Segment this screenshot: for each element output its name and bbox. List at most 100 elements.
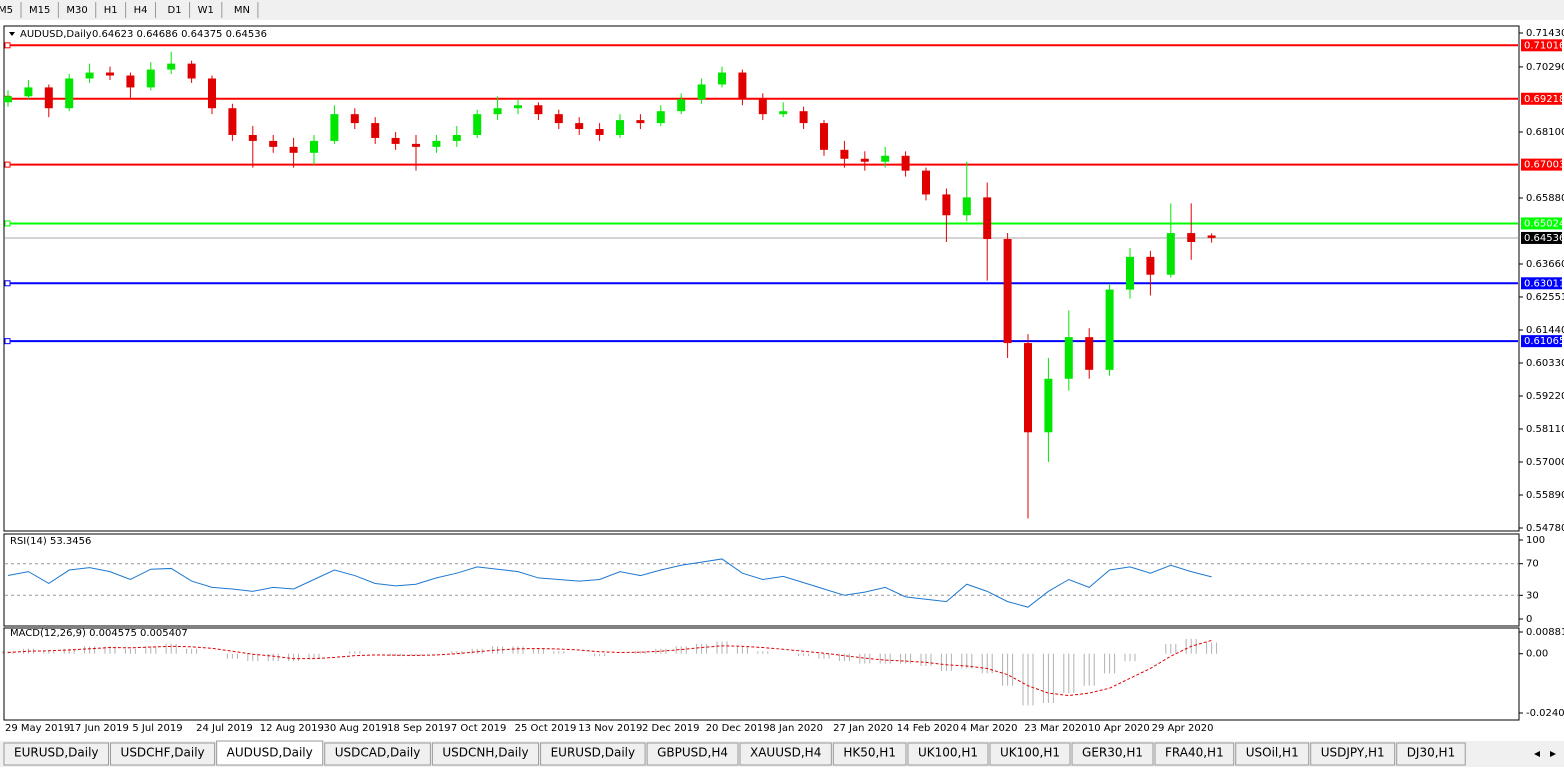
candle-body xyxy=(85,72,94,79)
signal-line xyxy=(7,639,1212,697)
last-price-box xyxy=(1521,231,1562,244)
tab-label[interactable]: USOil,H1 xyxy=(1246,746,1299,760)
candle-body xyxy=(962,197,971,216)
candle-body xyxy=(881,155,890,162)
tab[interactable] xyxy=(1310,742,1396,766)
macd-panel xyxy=(3,627,1520,721)
y-tick-label: 0.68100 xyxy=(1526,127,1564,138)
candle-body xyxy=(1146,256,1155,275)
candle-body xyxy=(44,87,53,109)
timeframe-button[interactable]: W1 xyxy=(198,5,214,16)
candle-body xyxy=(65,78,74,109)
y-tick-label: -0.024082 xyxy=(1526,708,1564,719)
candle-body xyxy=(1003,239,1012,344)
candle-body xyxy=(901,155,910,171)
y-tick-label: 100 xyxy=(1526,535,1545,546)
timeframe-button[interactable]: H1 xyxy=(104,5,118,16)
indicator-title: RSI(14) 53.3456 xyxy=(10,536,91,547)
candle-body xyxy=(718,72,726,85)
y-tick-label: 0.71430 xyxy=(1526,28,1564,39)
candle-body xyxy=(289,146,298,153)
tab[interactable] xyxy=(324,742,431,766)
tab-label[interactable]: USDCNH,Daily xyxy=(442,746,528,760)
candle-body xyxy=(820,123,828,150)
scroll-left[interactable] xyxy=(1534,751,1540,757)
timeframe-button[interactable]: M15 xyxy=(29,5,50,16)
candle-body xyxy=(473,114,482,135)
tab-label[interactable]: XAUUSD,H4 xyxy=(750,746,821,760)
tab[interactable] xyxy=(1396,742,1466,766)
y-tick-label: 0.62551 xyxy=(1526,292,1564,303)
tab-label[interactable]: USDJPY,H1 xyxy=(1321,746,1385,760)
y-tick-label: 0.58110 xyxy=(1526,424,1564,435)
tab-label[interactable]: HK50,H1 xyxy=(843,746,896,760)
tab[interactable] xyxy=(646,742,739,766)
tab[interactable] xyxy=(1154,742,1235,766)
x-tick-label: 5 Jul 2019 xyxy=(132,723,182,734)
level-label: 0.67003 xyxy=(1524,160,1564,171)
candle-body xyxy=(758,99,767,115)
price-panel xyxy=(3,25,1520,532)
y-tick-label: 0.61440 xyxy=(1526,325,1564,336)
tab[interactable] xyxy=(216,740,324,766)
tab-label[interactable]: AUDUSD,Daily xyxy=(227,746,313,760)
level-label-box xyxy=(1521,277,1562,290)
candle-body xyxy=(860,158,869,162)
tab[interactable] xyxy=(1235,742,1310,766)
ohlc-values: 0.64623 0.64686 0.64375 0.64536 xyxy=(92,29,267,40)
tab[interactable] xyxy=(110,742,216,766)
candle-body xyxy=(310,140,318,153)
collapse-icon xyxy=(9,32,15,36)
level-label-box xyxy=(1521,92,1562,105)
tab-label[interactable]: USDCAD,Daily xyxy=(335,746,421,760)
candle-body xyxy=(248,134,257,141)
x-tick-label: 10 Apr 2020 xyxy=(1088,723,1150,734)
x-tick-label: 23 Mar 2020 xyxy=(1024,723,1087,734)
tab-label[interactable]: EURUSD,Daily xyxy=(14,746,99,760)
candle-body xyxy=(922,170,930,195)
y-tick-label: 0.63660 xyxy=(1526,259,1564,270)
y-tick-label: 30 xyxy=(1526,590,1539,601)
tab-label[interactable]: DJ30,H1 xyxy=(1407,746,1456,760)
x-tick-label: 14 Feb 2020 xyxy=(897,723,959,734)
candle-body xyxy=(616,120,624,135)
candle-body xyxy=(1207,235,1216,238)
tab-label[interactable]: EURUSD,Daily xyxy=(551,746,636,760)
tab-label[interactable]: UK100,H1 xyxy=(1000,746,1060,760)
level-anchor xyxy=(4,161,11,168)
tab[interactable] xyxy=(431,742,540,766)
timeframe-button[interactable]: M5 xyxy=(0,5,13,16)
timeframe-button[interactable]: MN xyxy=(234,5,250,16)
tab-label[interactable]: GER30,H1 xyxy=(1082,746,1143,760)
x-tick-label: 24 Jul 2019 xyxy=(196,723,253,734)
candle-body xyxy=(840,149,849,159)
tab-label[interactable]: GBPUSD,H4 xyxy=(657,746,728,760)
tab-label[interactable]: FRA40,H1 xyxy=(1165,746,1224,760)
candle-body xyxy=(350,114,359,124)
timeframe-button[interactable]: D1 xyxy=(168,5,182,16)
candle-body xyxy=(656,111,665,124)
tab[interactable] xyxy=(907,742,989,766)
candle-body xyxy=(146,69,155,88)
tab[interactable] xyxy=(1071,742,1154,766)
tab-label[interactable]: USDCHF,Daily xyxy=(121,746,205,760)
timeframe-button[interactable]: M30 xyxy=(66,5,87,16)
scroll-right[interactable] xyxy=(1550,751,1556,757)
tab[interactable] xyxy=(989,742,1071,766)
timeframe-button[interactable]: H4 xyxy=(134,5,148,16)
x-tick-label: 13 Nov 2019 xyxy=(578,723,642,734)
level-anchor xyxy=(4,338,11,345)
y-tick-label: 0.008815 xyxy=(1526,627,1564,638)
level-label-box xyxy=(1521,158,1562,171)
tab-label[interactable]: UK100,H1 xyxy=(918,746,978,760)
x-tick-label: 29 Apr 2020 xyxy=(1152,723,1214,734)
x-tick-label: 29 May 2019 xyxy=(5,723,70,734)
x-tick-label: 18 Sep 2019 xyxy=(387,723,450,734)
tab[interactable] xyxy=(3,742,110,766)
level-anchor xyxy=(4,280,11,287)
tab[interactable] xyxy=(832,742,907,766)
tab[interactable] xyxy=(540,742,646,766)
candle-body xyxy=(1024,343,1032,433)
tab[interactable] xyxy=(739,742,832,766)
x-tick-label: 17 Jun 2019 xyxy=(69,723,129,734)
